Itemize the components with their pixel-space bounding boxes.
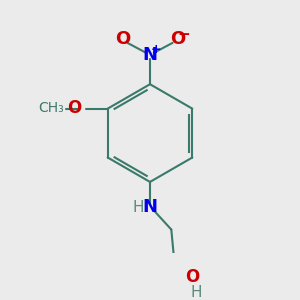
Text: O: O — [67, 99, 81, 117]
Text: O: O — [170, 30, 185, 48]
Text: O: O — [185, 268, 200, 286]
Text: O: O — [115, 30, 130, 48]
Text: H: H — [190, 285, 202, 300]
Text: H: H — [132, 200, 144, 215]
Text: +: + — [150, 44, 161, 56]
Text: −: − — [178, 27, 190, 42]
Text: N: N — [142, 46, 158, 64]
Text: N: N — [142, 198, 158, 216]
Text: CH₃: CH₃ — [38, 100, 64, 115]
